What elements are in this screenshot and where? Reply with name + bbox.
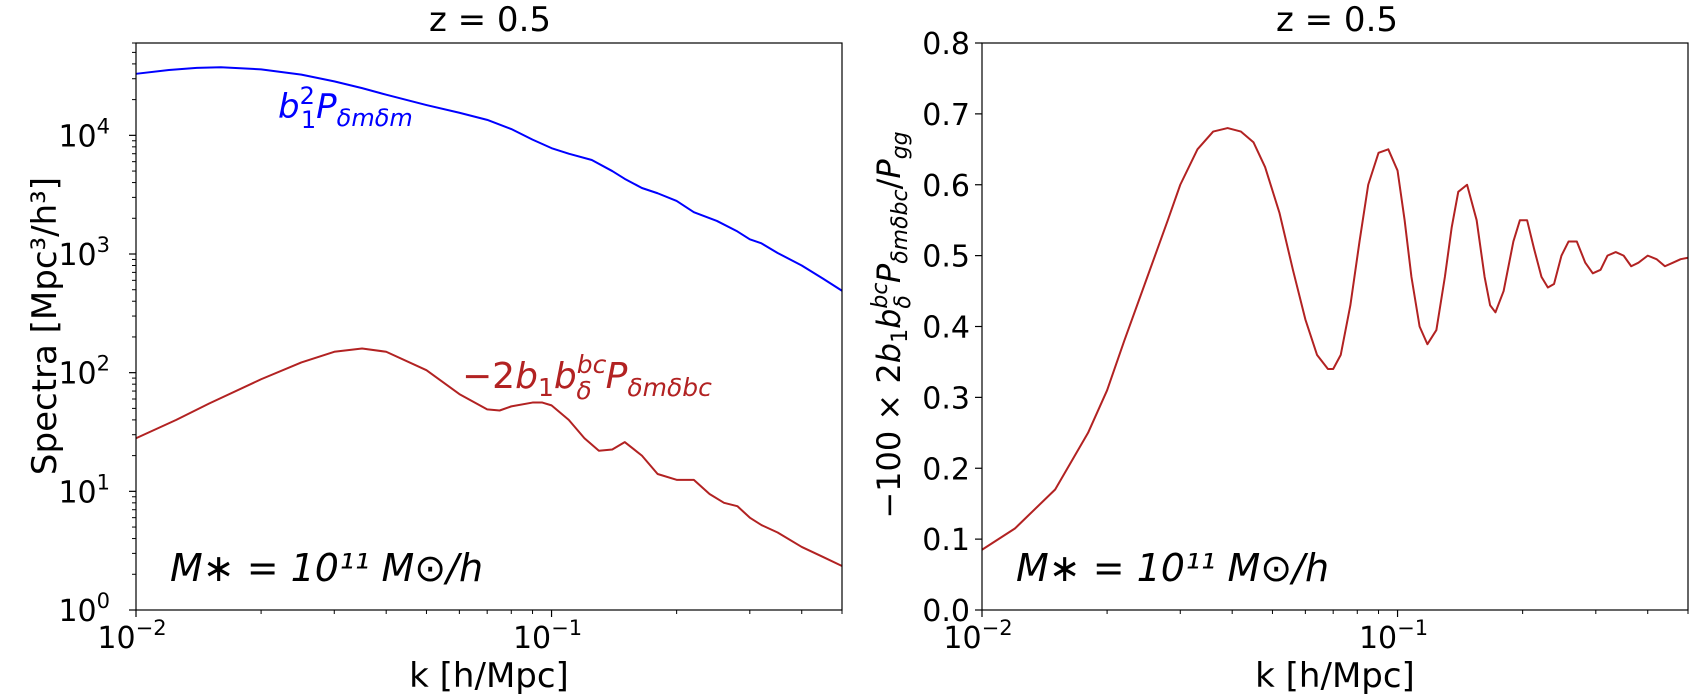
left-xtick-label: 10−2 (97, 616, 166, 656)
right-xtick-label: 10−1 (1359, 616, 1428, 656)
left-ylabel: Spectra [Mpc³/h³] (25, 177, 65, 475)
left-ytick-label: 102 (58, 352, 110, 392)
left-series-line-0 (135, 66, 843, 292)
right-ytick-label: 0.5 (922, 240, 970, 275)
left-xlabel: k [h/Mpc] (409, 656, 569, 696)
legend-label-blue: b2 1Pδmδm (278, 82, 413, 134)
right-ytick-label: 0.4 (922, 311, 970, 346)
legend-label-red: −2b1bbc δ Pδmδbc (462, 350, 712, 405)
right-annotation: M∗ = 10¹¹ M⊙/h (1016, 546, 1329, 590)
right-ytick-label: 0.1 (922, 523, 970, 558)
right-series-line-0 (981, 127, 1689, 551)
right-ylabel: −100 × 2b1bbcδPδmδbc/Pgg (868, 131, 916, 518)
left-ytick-label: 104 (58, 114, 110, 154)
left-title: z = 0.5 (429, 0, 551, 40)
right-ticks: 10−2 10−1 0.0 0.1 0.2 0.3 0.4 0.5 0.6 0.7 0.8 (922, 27, 1689, 656)
left-annotation: M∗ = 10¹¹ M⊙/h (170, 546, 483, 590)
right-ytick-label: 0.6 (922, 169, 970, 204)
right-ytick-label: 0.8 (922, 27, 970, 62)
left-plot-frame (135, 42, 843, 611)
left-ticks: 10−2 10−1 100 101 102 103 104 (58, 42, 843, 656)
right-title: z = 0.5 (1276, 0, 1398, 40)
left-panel: z = 0.5 10−2 10−1 100 101 102 103 104 b2 1Pδmδm… (25, 0, 843, 696)
left-ytick-label: 101 (58, 470, 110, 510)
right-panel: z = 0.5 10−2 10−1 0.0 0.1 0.2 0.3 0.4 0.5 0.6 0.7… (868, 0, 1689, 696)
left-xtick-label: 10−1 (513, 616, 582, 656)
right-xtick-label: 10−2 (943, 616, 1012, 656)
left-series-line-1 (135, 347, 843, 567)
right-series (981, 127, 1689, 551)
right-ytick-label: 0.3 (922, 381, 970, 416)
right-xlabel: k [h/Mpc] (1255, 656, 1415, 696)
right-ytick-label: 0.2 (922, 452, 970, 487)
left-series (135, 66, 843, 567)
right-ytick-label: 0.7 (922, 98, 970, 133)
left-ytick-label: 100 (58, 589, 110, 629)
right-plot-frame (981, 42, 1689, 611)
left-ytick-label: 103 (58, 233, 110, 273)
right-ytick-label: 0.0 (922, 594, 970, 629)
